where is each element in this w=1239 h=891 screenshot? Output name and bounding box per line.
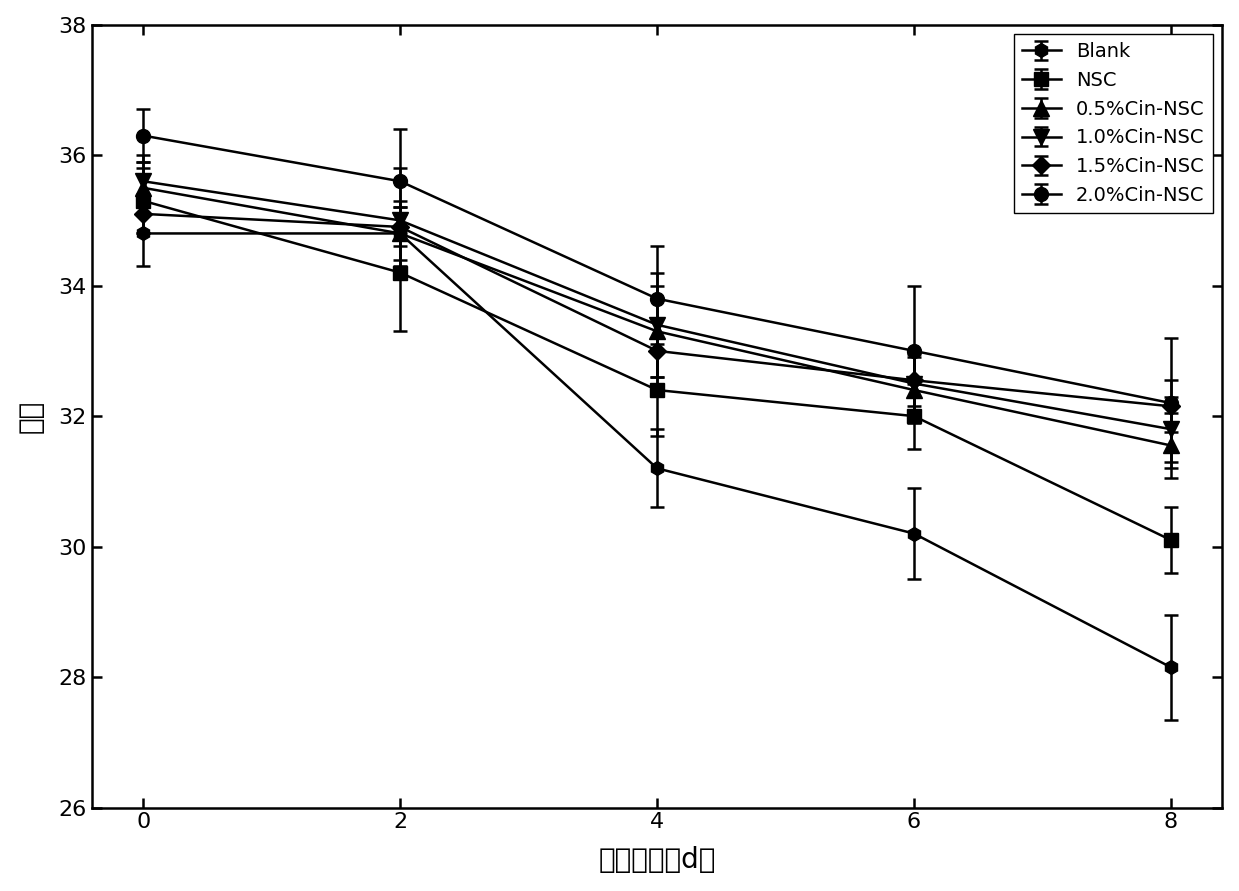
Legend: Blank, NSC, 0.5%Cin-NSC, 1.0%Cin-NSC, 1.5%Cin-NSC, 2.0%Cin-NSC: Blank, NSC, 0.5%Cin-NSC, 1.0%Cin-NSC, 1.…: [1014, 35, 1213, 213]
X-axis label: 保鲜时间（d）: 保鲜时间（d）: [598, 846, 716, 874]
Y-axis label: 亮度: 亮度: [16, 399, 45, 433]
